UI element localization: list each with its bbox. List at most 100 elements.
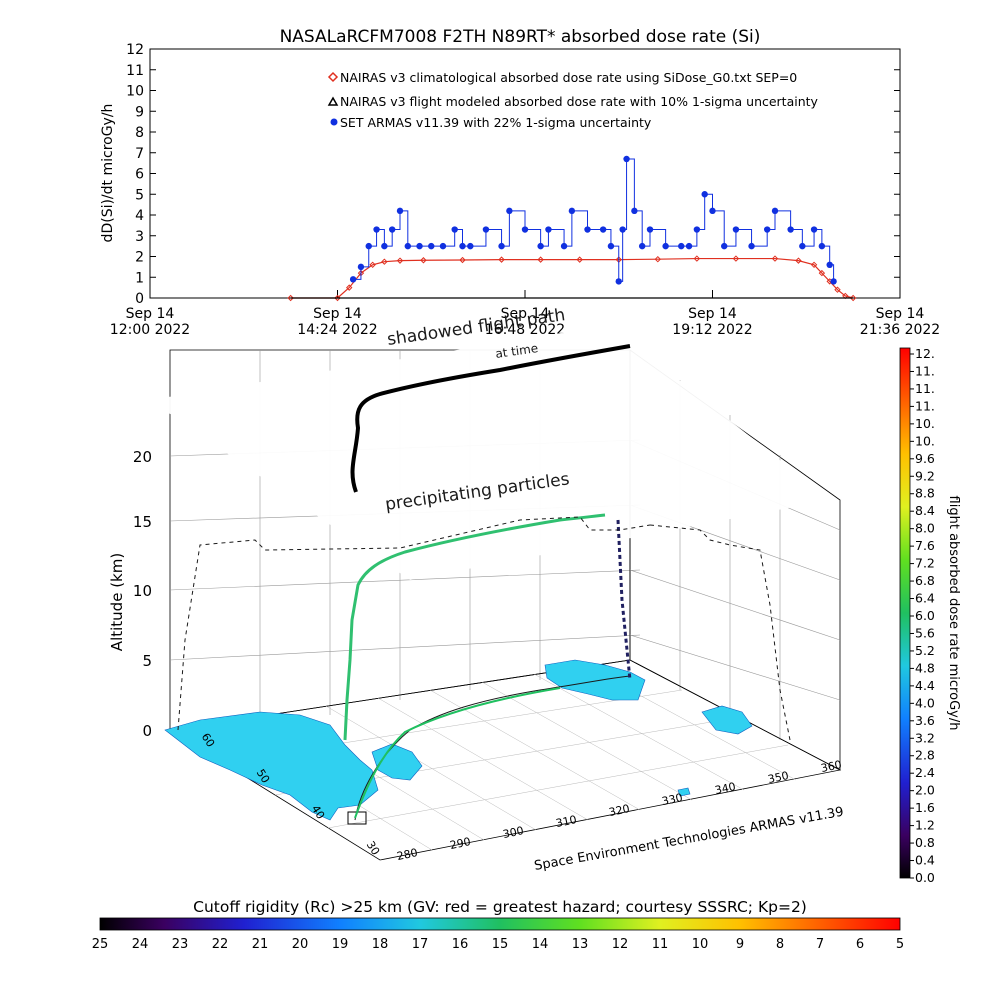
- series-point-armas: [748, 242, 755, 250]
- dose-colorbar-tick-label: 2.0: [915, 783, 935, 798]
- series-point-armas: [818, 242, 826, 250]
- series-point-climatology: [420, 257, 427, 264]
- series-point-climatology: [381, 258, 388, 265]
- latitude-tick-label: 30: [364, 839, 382, 858]
- longitude-tick-label: 350: [767, 769, 790, 786]
- y-tick-label: 3: [135, 229, 144, 245]
- series-point-armas: [428, 242, 435, 250]
- series-point-climatology: [459, 256, 466, 264]
- land-northeast-america: [164, 711, 379, 821]
- series-point-armas: [388, 226, 396, 233]
- legend-marker-triangle: [327, 96, 339, 106]
- rigidity-colorbar-tick-label: 15: [492, 937, 509, 952]
- dose-colorbar-tick-label: 7.6: [915, 538, 935, 553]
- altitude-tick-label: 0: [142, 722, 152, 740]
- dose-colorbar-tick-label: 8.0: [915, 521, 935, 536]
- dose-colorbar-tick-label: 0.4: [915, 853, 935, 868]
- legend-label-modeled: NAIRAS v3 flight modeled absorbed dose r…: [340, 94, 819, 109]
- y-tick-label: 4: [135, 208, 144, 224]
- series-point-climatology: [654, 255, 662, 263]
- rigidity-colorbar-tick-label: 16: [452, 937, 469, 952]
- rigidity-colorbar-tick-label: 19: [332, 937, 349, 952]
- dose-colorbar-tick-label: 6.8: [915, 573, 935, 588]
- legend-item-climatology: NAIRAS v3 climatological absorbed dose r…: [327, 70, 797, 85]
- x-tick-label-time: 12:00 2022: [110, 322, 190, 338]
- dose-colorbar-tick-label: 11.: [915, 381, 935, 396]
- y-tick-label: 5: [135, 187, 144, 203]
- series-point-armas: [826, 261, 833, 268]
- dose-colorbar-tick-label: 10.: [915, 416, 935, 431]
- map-shadowed-track: [347, 675, 631, 825]
- series-point-climatology: [498, 256, 505, 263]
- series-point-climatology: [818, 269, 826, 277]
- series-point-armas: [537, 242, 544, 250]
- series-point-armas: [506, 207, 513, 215]
- timeseries-ylabel: dD(Si)/dt microGy/h: [100, 104, 116, 243]
- dose-colorbar-tick-label: 11.: [915, 363, 935, 378]
- series-point-armas: [357, 263, 365, 271]
- rigidity-colorbar: Cutoff rigidity (Rc) >25 km (GV: red = g…: [92, 898, 904, 952]
- series-point-armas: [631, 207, 638, 215]
- rigidity-colorbar-tick-label: 24: [132, 937, 149, 952]
- dose-colorbar-tick-label: 2.8: [915, 748, 935, 763]
- series-point-climatology: [369, 261, 376, 269]
- series-point-climatology: [693, 255, 701, 262]
- rigidity-colorbar-tick-label: 9: [736, 937, 744, 952]
- x-tick-label-time: 21:36 2022: [860, 322, 940, 338]
- longitude-tick-label: 360: [820, 758, 843, 775]
- x-tick-label-date: Sep 14: [501, 306, 550, 322]
- series-point-armas: [560, 242, 568, 250]
- series-point-armas: [693, 226, 701, 233]
- rigidity-colorbar-tick-label: 23: [172, 937, 189, 952]
- series-point-armas: [381, 242, 388, 250]
- rigidity-colorbar-ticks: 25 24 23 22 21 20 19 18 17 16 15 14 13 12 11 10 9 8 7 6 5: [92, 937, 904, 952]
- rigidity-colorbar-tick-label: 21: [252, 937, 269, 952]
- dose-colorbar-tick-label: 6.4: [915, 591, 935, 606]
- rigidity-colorbar-tick-label: 22: [212, 937, 229, 952]
- rigidity-colorbar-tick-label: 12: [612, 937, 629, 952]
- rigidity-colorbar-tick-label: 11: [652, 937, 669, 952]
- longitude-tick-label: 300: [502, 824, 525, 841]
- dose-colorbar-tick-label: 11.: [915, 398, 935, 413]
- y-tick-label: 2: [135, 250, 144, 266]
- series-point-climatology: [810, 261, 818, 269]
- y-tick-label: 1: [135, 270, 144, 286]
- y-tick-label: 8: [135, 125, 144, 141]
- series-point-armas: [451, 226, 458, 233]
- dose-colorbar-tick-label: 3.6: [915, 713, 935, 728]
- series-point-climatology: [346, 284, 353, 291]
- latitude-tick-label: 60: [199, 731, 217, 750]
- series-point-armas: [619, 226, 626, 233]
- rigidity-colorbar-label: Cutoff rigidity (Rc) >25 km (GV: red = g…: [193, 898, 807, 916]
- flight-path-descent: [616, 519, 632, 681]
- altitude-ticks: 0 5 10 15 20: [133, 448, 152, 740]
- series-point-armas: [599, 226, 607, 233]
- y-tick-label: 12: [126, 42, 144, 58]
- series-point-armas: [459, 242, 466, 250]
- rigidity-colorbar-tick-label: 8: [776, 937, 784, 952]
- dose-sheet: [150, 325, 830, 580]
- dose-colorbar: 12. 11. 11. 11. 10. 10. 9.6 9.2 8.8 8.4 8.0 7.6 7.2 6…: [899, 346, 961, 885]
- flight-path-shadow-right: [649, 524, 791, 741]
- series-point-climatology: [537, 256, 544, 263]
- timeseries-frame: [149, 48, 901, 299]
- rigidity-colorbar-tick-label: 25: [92, 937, 109, 952]
- longitude-tick-label: 290: [449, 835, 472, 852]
- rigidity-colorbar-tick-label: 10: [692, 937, 709, 952]
- series-point-armas: [416, 242, 423, 250]
- dose-colorbar-tick-label: 6.0: [915, 608, 935, 623]
- rigidity-colorbar-tick-label: 13: [572, 937, 589, 952]
- dose-colorbar-tick-label: 1.6: [915, 800, 935, 815]
- x-tick-label-time: 19:12 2022: [672, 322, 752, 338]
- rigidity-colorbar-tick-label: 5: [896, 937, 904, 952]
- series-point-climatology: [849, 294, 857, 302]
- timeseries-legend: NAIRAS v3 climatological absorbed dose r…: [327, 70, 819, 130]
- annotation-at-time: at time: [494, 341, 539, 361]
- series-point-armas: [799, 242, 806, 250]
- dose-colorbar-tick-label: 4.4: [915, 678, 935, 693]
- flight-3d-panel: Altitude (km) 0 5 10 15 20 280 290 300 310 320 33…: [108, 305, 845, 874]
- series-point-armas: [568, 207, 576, 215]
